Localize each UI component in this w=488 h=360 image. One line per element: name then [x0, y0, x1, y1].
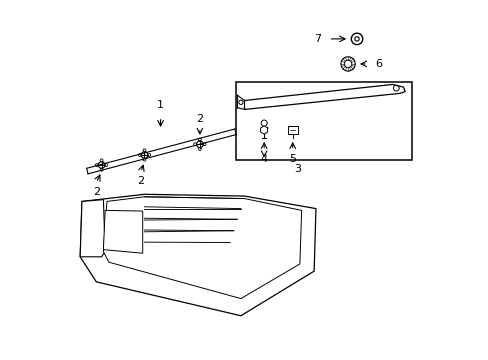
Text: 7: 7: [313, 34, 321, 44]
Polygon shape: [103, 210, 142, 253]
Text: 1: 1: [157, 100, 163, 111]
Polygon shape: [80, 200, 105, 257]
Polygon shape: [244, 85, 405, 109]
FancyBboxPatch shape: [287, 126, 297, 134]
Polygon shape: [260, 126, 267, 134]
Text: 6: 6: [374, 59, 381, 69]
Polygon shape: [80, 194, 315, 316]
Text: 2: 2: [93, 187, 100, 197]
Bar: [235, 82, 411, 160]
Text: 2: 2: [137, 176, 144, 186]
Polygon shape: [103, 197, 301, 298]
Text: 2: 2: [196, 113, 203, 123]
Text: 5: 5: [288, 154, 296, 164]
Text: 4: 4: [260, 154, 267, 164]
Text: 3: 3: [294, 164, 301, 174]
